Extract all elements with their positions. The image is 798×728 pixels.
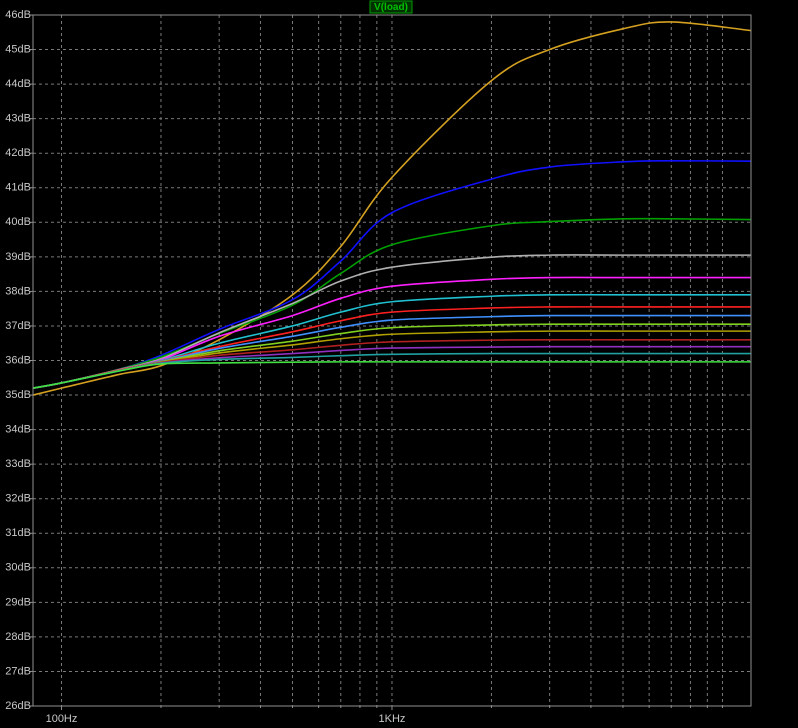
chart-title: V(load) (374, 2, 408, 13)
y-tick-label: 44dB (5, 78, 31, 90)
y-tick-label: 37dB (5, 320, 31, 332)
y-tick-label: 41dB (5, 182, 31, 194)
y-tick-label: 33dB (5, 458, 31, 470)
y-tick-label: 38dB (5, 285, 31, 297)
series-line (32, 21, 752, 396)
y-tick-label: 31dB (5, 527, 31, 539)
x-tick-label: 100Hz (46, 713, 78, 725)
y-tick-label: 36dB (5, 354, 31, 366)
y-tick-label: 46dB (5, 9, 31, 21)
plot-lines (32, 21, 752, 396)
y-tick-label: 30dB (5, 562, 31, 574)
x-tick-label: 1KHz (379, 713, 406, 725)
y-tick-label: 43dB (5, 113, 31, 125)
axis-labels: 26dB 27dB 28dB 29dB 30dB 31dB 32dB 33dB 34dB 35dB… (5, 9, 723, 725)
y-tick-label: 45dB (5, 43, 31, 55)
y-tick-label: 29dB (5, 596, 31, 608)
y-tick-label: 35dB (5, 389, 31, 401)
title-box (369, 0, 413, 14)
y-tick-label: 28dB (5, 631, 31, 643)
y-tick-label: 34dB (5, 424, 31, 436)
grid (33, 14, 751, 707)
y-tick-label: 32dB (5, 493, 31, 505)
series-line (32, 361, 751, 389)
y-tick-label: 27dB (5, 665, 31, 677)
y-tick-label: 39dB (5, 251, 31, 263)
y-tick-label: 40dB (5, 216, 31, 228)
y-tick-label: 42dB (5, 147, 31, 159)
y-tick-label: 26dB (5, 700, 31, 712)
